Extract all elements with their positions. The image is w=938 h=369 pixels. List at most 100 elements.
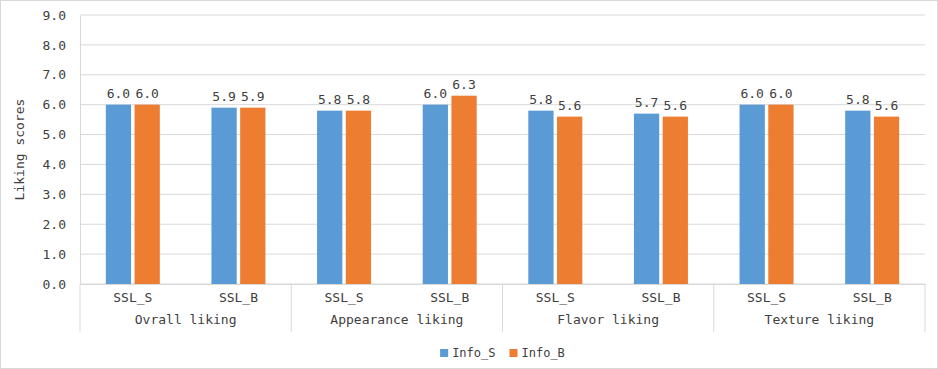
- grid-line: [80, 134, 925, 135]
- x-tick: SSL_S: [747, 284, 786, 305]
- group-separator: [502, 284, 503, 332]
- legend-swatch: [440, 349, 448, 357]
- y-tick: 5.0: [43, 127, 80, 142]
- grid: [80, 15, 925, 284]
- data-label: 5.6: [664, 98, 687, 113]
- group-label: Flavor liking: [557, 312, 659, 327]
- y-tick-label: 3.0: [43, 187, 66, 202]
- x-tick-label: SSL_S: [536, 290, 575, 305]
- bar-series: [106, 105, 871, 284]
- x-tick: SSL_S: [113, 284, 152, 305]
- grid-line: [80, 224, 925, 225]
- y-tick-label: 2.0: [43, 217, 66, 232]
- data-label: 6.3: [452, 77, 475, 92]
- bars: [106, 96, 899, 284]
- group-label: Texture liking: [765, 312, 875, 327]
- data-label: 6.0: [769, 86, 792, 101]
- bar: [557, 117, 582, 284]
- chart-frame: [1, 1, 938, 369]
- y-tick: 3.0: [43, 187, 80, 202]
- data-label: 5.9: [241, 89, 264, 104]
- data-label: 6.0: [135, 86, 158, 101]
- data-label: 5.8: [529, 92, 552, 107]
- x-tick: SSL_S: [324, 284, 363, 305]
- legend-label: Info_B: [522, 346, 565, 360]
- y-tick-label: 8.0: [43, 38, 66, 53]
- legend-item: Info_S: [440, 346, 495, 360]
- x-tick-label: SSL_S: [747, 290, 786, 305]
- x-tick: SSL_S: [536, 284, 575, 305]
- data-label: 5.8: [347, 92, 370, 107]
- group-separator: [713, 284, 714, 332]
- data-label: 5.8: [846, 92, 869, 107]
- data-label: 6.0: [107, 86, 130, 101]
- bar: [663, 117, 688, 284]
- y-tick: 2.0: [43, 217, 80, 232]
- x-tick-label: SSL_B: [853, 290, 892, 305]
- y-tick-label: 6.0: [43, 97, 66, 112]
- y-tick-label: 7.0: [43, 67, 66, 82]
- bar: [317, 111, 342, 284]
- category-groups: Ovrall likingAppearance likingFlavor lik…: [80, 284, 925, 332]
- data-labels: 6.0 5.9 5.8 6.0 5.8 5.7 6.0 5.8 6.0 5.9 5.8 6.3 5.6 5…: [107, 77, 899, 113]
- group-separator: [80, 284, 81, 332]
- bar: [740, 105, 765, 284]
- y-tick: 6.0: [43, 97, 80, 112]
- legend-label: Info_S: [452, 346, 495, 360]
- data-label: 5.9: [212, 89, 235, 104]
- y-tick-label: 1.0: [43, 247, 66, 262]
- x-tick-label: SSL_S: [113, 290, 152, 305]
- x-tick-label: SSL_B: [641, 290, 680, 305]
- bar-series: [135, 96, 900, 284]
- grid-line: [80, 104, 925, 105]
- y-tick: 9.0: [43, 8, 80, 23]
- y-tick: 7.0: [43, 67, 80, 82]
- bar: [240, 108, 265, 284]
- data-label: 6.0: [424, 86, 447, 101]
- y-tick: 8.0: [43, 38, 80, 53]
- grid-line: [80, 15, 925, 16]
- group-separator: [925, 284, 926, 332]
- bar: [874, 117, 899, 284]
- data-label: 5.6: [875, 98, 898, 113]
- y-tick-label: 0.0: [43, 277, 66, 292]
- bar: [768, 105, 793, 284]
- bar: [135, 105, 160, 284]
- y-tick-label: 9.0: [43, 8, 66, 23]
- bar: [211, 108, 236, 284]
- bar: [528, 111, 553, 284]
- x-tick-label: SSL_B: [430, 290, 469, 305]
- y-tick: 4.0: [43, 157, 80, 172]
- x-tick-label: SSL_B: [219, 290, 258, 305]
- y-axis-line: [80, 16, 81, 285]
- x-tick: SSL_B: [430, 284, 469, 305]
- group-separator: [291, 284, 292, 332]
- y-tick: 1.0: [43, 247, 80, 262]
- chart: 0.01.02.03.04.05.06.07.08.09.06.05.95.86…: [0, 0, 938, 369]
- group-label: Ovrall liking: [135, 312, 237, 327]
- plot-area: 0.01.02.03.04.05.06.07.08.09.06.05.95.86…: [43, 8, 926, 332]
- grid-line: [80, 74, 925, 75]
- x-tick: SSL_B: [641, 284, 680, 305]
- y-axis: 0.0 1.0 2.0 3.0 4.0 5.0 6.0 7.0 8.0 9.0: [43, 8, 81, 292]
- y-axis-title: Liking scores: [12, 99, 27, 201]
- legend: Info_S Info_B: [440, 346, 565, 360]
- data-label: 5.6: [558, 98, 581, 113]
- data-label: 6.0: [740, 86, 763, 101]
- x-tick: SSL_B: [853, 284, 892, 305]
- grid-line: [80, 164, 925, 165]
- grid-line: [80, 44, 925, 45]
- y-tick-label: 4.0: [43, 157, 66, 172]
- x-tick: SSL_B: [219, 284, 258, 305]
- data-label: 5.7: [635, 95, 658, 110]
- legend-swatch: [510, 349, 518, 357]
- data-label: 5.8: [318, 92, 341, 107]
- bar: [346, 111, 371, 284]
- bar: [845, 111, 870, 284]
- bar: [451, 96, 476, 284]
- y-tick-label: 5.0: [43, 127, 66, 142]
- grid-line: [80, 254, 925, 255]
- x-tick-label: SSL_S: [324, 290, 363, 305]
- y-tick: 0.0: [43, 277, 80, 292]
- legend-item: Info_B: [510, 346, 565, 360]
